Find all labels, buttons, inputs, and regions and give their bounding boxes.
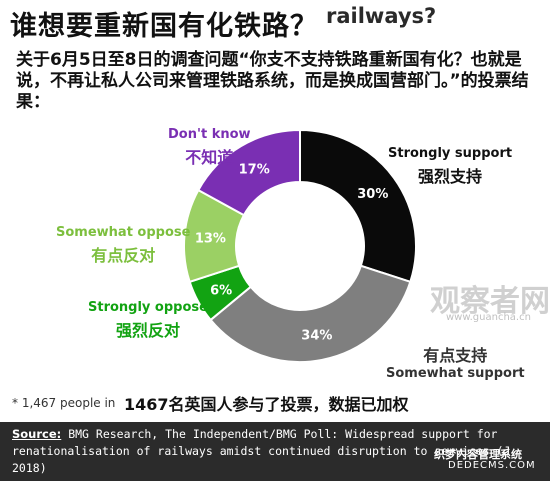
intro-text: 关于6月5日至8日的调查问题“你支不支持铁路重新国有化？也就是说，不再让私人公司… — [16, 50, 529, 112]
category-label-strongly-oppose: Strongly oppose 强烈反对 — [88, 300, 208, 341]
source-bar: Source: BMG Research, The Independent/BM… — [0, 422, 550, 481]
category-label-cn: 不知道 — [185, 148, 234, 167]
source-text: BMG Research, The Independent/BMG Poll: … — [12, 427, 511, 475]
category-label-don-t-know: Don't know 不知道 — [168, 127, 251, 168]
category-label-en: Somewhat oppose — [56, 225, 191, 240]
category-label-en: Don't know — [168, 127, 251, 142]
value-label-somewhat-support: 34% — [301, 328, 332, 343]
value-label-don-t-know: 17% — [239, 163, 270, 178]
category-label-somewhat-support: 有点支持 Somewhat support — [386, 340, 525, 381]
category-label-cn: 有点支持 — [423, 346, 488, 365]
category-label-en: Strongly oppose — [88, 300, 208, 315]
slice-strongly-support — [299, 128, 417, 284]
category-label-en: Strongly support — [388, 146, 513, 161]
category-label-cn: 强烈支持 — [418, 167, 483, 186]
slice-don-t-know — [196, 128, 301, 217]
donut-chart: 30% 34% 6% 13% 17% — [183, 128, 417, 363]
corner-watermark-domain: DEDECMS.COM — [448, 460, 536, 471]
watermark-url: www.guancha.cn — [446, 312, 531, 323]
page-title-english: railways? — [326, 4, 437, 28]
value-label-strongly-support: 30% — [357, 187, 388, 202]
category-label-cn: 有点反对 — [91, 246, 156, 265]
category-label-en: Somewhat support — [386, 366, 525, 381]
corner-watermark: 织梦内容管理系统 — [434, 448, 522, 461]
category-label-somewhat-oppose: Somewhat oppose 有点反对 — [56, 225, 190, 266]
footnote-english: * 1,467 people in — [12, 396, 116, 410]
category-label-cn: 强烈反对 — [115, 321, 180, 340]
slice-somewhat-support — [209, 264, 412, 363]
source-label: Source: — [12, 427, 62, 441]
watermark-logo: 观察者网 — [430, 284, 550, 319]
value-label-strongly-oppose: 6% — [210, 283, 232, 298]
footnote-chinese: 1467名英国人参与了投票，数据已加权 — [124, 395, 409, 414]
value-label-somewhat-oppose: 13% — [195, 232, 226, 247]
page-title-chinese: 谁想要重新国有化铁路？ — [10, 11, 318, 42]
category-label-strongly-support: Strongly support 强烈支持 — [388, 146, 512, 187]
